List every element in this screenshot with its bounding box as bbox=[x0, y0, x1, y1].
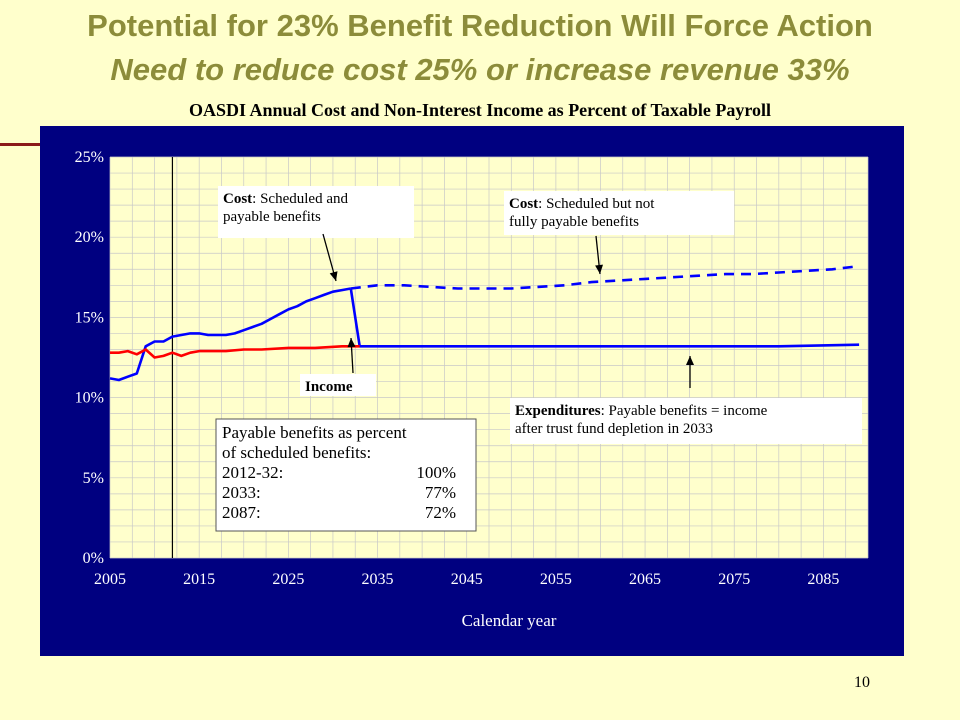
annotation-box bbox=[218, 186, 414, 238]
annotation-text: Cost: Scheduled but not bbox=[509, 196, 655, 212]
x-axis-title: Calendar year bbox=[462, 611, 557, 630]
page-number: 10 bbox=[854, 674, 870, 691]
y-tick-label: 5% bbox=[83, 470, 104, 487]
x-tick-label: 2025 bbox=[272, 571, 304, 588]
x-tick-label: 2075 bbox=[718, 571, 750, 588]
info-box-row-label: 2033: bbox=[222, 483, 261, 502]
info-box-line: Payable benefits as percent bbox=[222, 423, 407, 442]
series-line-income bbox=[110, 345, 360, 359]
x-tick-label: 2055 bbox=[540, 571, 572, 588]
x-tick-label: 2085 bbox=[807, 571, 839, 588]
info-box-row-value: 77% bbox=[425, 483, 456, 502]
annotation-cost-not-payable: Cost: Scheduled but not fully payable ben… bbox=[504, 191, 734, 275]
x-tick-label: 2045 bbox=[451, 571, 483, 588]
x-tick-label: 2035 bbox=[362, 571, 394, 588]
annotation-arrow-head bbox=[686, 356, 694, 365]
chart-panel: 0% 5% 10% 15% 20% 25% 2005 2015 2025 2035 2045 2055… bbox=[40, 126, 904, 656]
annotation-box bbox=[300, 374, 376, 396]
series-line-expenditures-payable bbox=[349, 288, 860, 348]
annotation-arrow-head bbox=[347, 338, 356, 348]
annotation-income: Income bbox=[300, 337, 376, 396]
chart-title: OASDI Annual Cost and Non-Interest Incom… bbox=[188, 100, 772, 120]
info-box-row-value: 100% bbox=[416, 463, 456, 482]
annotation-text: fully payable benefits bbox=[509, 214, 639, 230]
info-box-frame bbox=[215, 418, 477, 532]
annotation-box bbox=[504, 191, 734, 235]
y-tick-label: 10% bbox=[75, 390, 104, 407]
y-tick-label: 0% bbox=[83, 550, 104, 567]
info-box-row-label: 2087: bbox=[222, 503, 261, 522]
annotation-text: Expenditures: Payable benefits = income bbox=[515, 403, 768, 419]
annotation-text: after trust fund depletion in 2033 bbox=[515, 421, 713, 437]
annotation-arrow-head bbox=[595, 264, 603, 274]
annotation-expenditures: Expenditures: Payable benefits = income a… bbox=[510, 356, 862, 444]
info-box-line: of scheduled benefits: bbox=[222, 443, 371, 462]
y-tick-label: 25% bbox=[75, 149, 104, 166]
annotation-box bbox=[510, 398, 862, 444]
annotation-text: payable benefits bbox=[223, 209, 321, 225]
x-tick-label: 2065 bbox=[629, 571, 661, 588]
annotation-arrow-head bbox=[329, 271, 338, 281]
annotation-text: Cost: Scheduled and bbox=[223, 191, 348, 207]
line-chart: 0% 5% 10% 15% 20% 25% 2005 2015 2025 2035 2045 2055… bbox=[75, 149, 869, 630]
info-box-row-value: 72% bbox=[425, 503, 456, 522]
slide-subtitle: Need to reduce cost 25% or increase reve… bbox=[110, 52, 850, 87]
x-tick-label: 2015 bbox=[183, 571, 215, 588]
y-tick-label: 20% bbox=[75, 229, 104, 246]
y-tick-label: 15% bbox=[75, 309, 104, 326]
series-line-cost-scheduled-payable bbox=[109, 287, 352, 382]
decorative-rule bbox=[0, 143, 42, 146]
annotation-cost-payable: Cost: Scheduled and payable benefits bbox=[218, 186, 414, 282]
x-tick-label: 2005 bbox=[94, 571, 126, 588]
info-box-row-label: 2012-32: bbox=[222, 463, 283, 482]
annotation-text: Income bbox=[305, 379, 353, 395]
slide-title: Potential for 23% Benefit Reduction Will… bbox=[87, 8, 873, 43]
